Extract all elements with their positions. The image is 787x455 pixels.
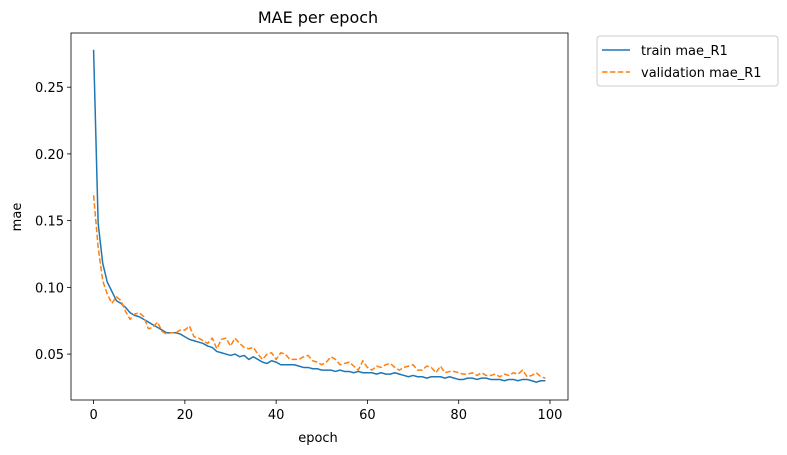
x-axis-label: epoch [298, 431, 338, 446]
x-tick-label: 20 [177, 408, 194, 423]
x-tick-label: 60 [359, 408, 376, 423]
series-layer [92, 49, 546, 383]
x-tick-label: 100 [538, 408, 563, 423]
plot-frame [70, 32, 569, 401]
x-tick-label: 0 [89, 408, 97, 423]
legend-label-train: train mae_R1 [641, 44, 728, 59]
y-tick-label: 0.10 [35, 281, 64, 296]
series-line-validation [92, 195, 546, 379]
y-tick-label: 0.15 [35, 215, 64, 230]
legend-box [596, 35, 779, 87]
y-tick-label: 0.05 [35, 348, 64, 363]
legend: train mae_R1 validation mae_R1 [596, 35, 779, 87]
y-axis-label: mae [10, 203, 25, 232]
series-line-train [92, 49, 546, 383]
x-tick-label: 80 [450, 408, 467, 423]
y-tick-label: 0.20 [35, 148, 64, 163]
y-tick-label: 0.25 [35, 81, 64, 96]
x-axis-ticks: 0 20 40 60 80 100 [89, 400, 562, 423]
x-tick-label: 40 [268, 408, 285, 423]
y-axis-ticks: 0.05 0.10 0.15 0.20 0.25 [35, 81, 71, 363]
plot-area: 0 20 40 60 80 100 0.05 0.10 0.15 0.20 0.25 [35, 32, 569, 423]
chart-title: MAE per epoch [258, 8, 378, 27]
legend-label-validation: validation mae_R1 [641, 66, 762, 81]
